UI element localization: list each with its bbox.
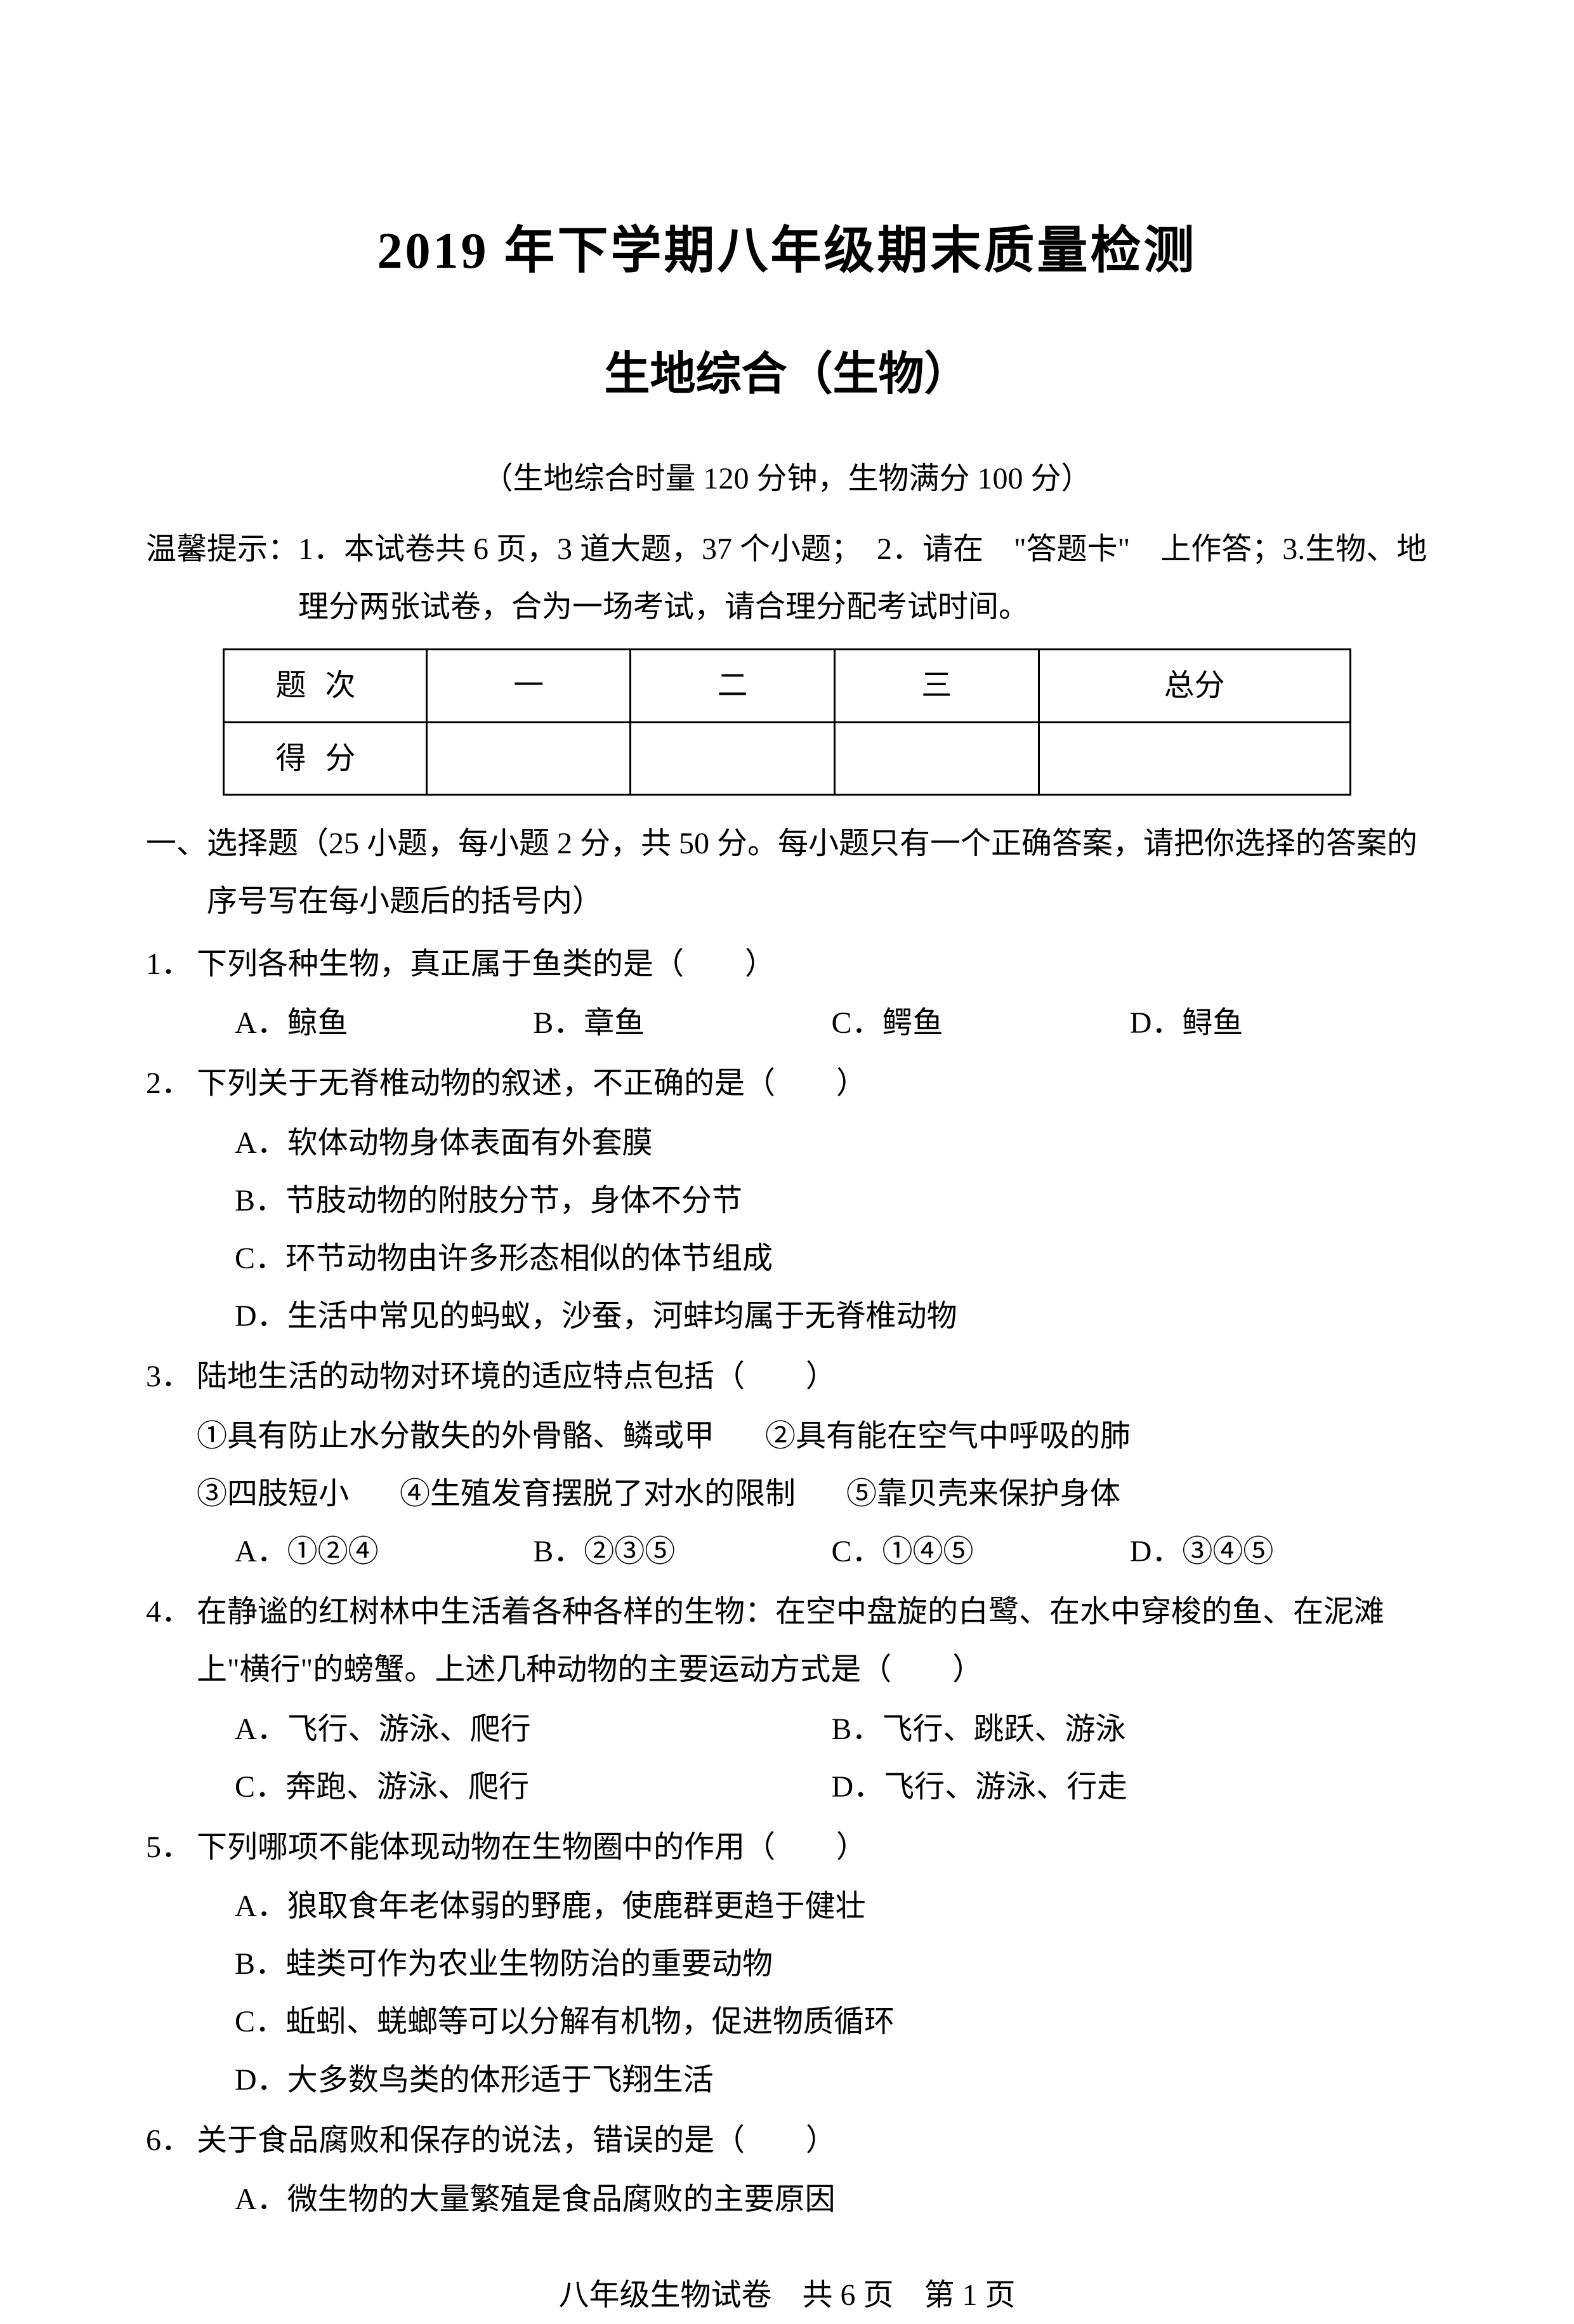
table-row: 题次 一 二 三 总分 xyxy=(224,650,1350,722)
option-c: C．奔跑、游泳、爬行 xyxy=(235,1758,832,1816)
option-c: C．环节动物由许多形态相似的体节组成 xyxy=(197,1230,1428,1287)
circled-item-2: ②具有能在空气中呼吸的肺 xyxy=(765,1407,1131,1465)
circled-item-4: ④生殖发育摆脱了对水的限制 xyxy=(400,1465,796,1523)
question-stem: 关于食品腐败和保存的说法，错误的是（ ） xyxy=(197,2111,1428,2169)
option-b: B．蛙类可作为农业生物防治的重要动物 xyxy=(197,1935,1428,1993)
options-row: A．鲸鱼 B．章鱼 C．鳄鱼 D．鲟鱼 xyxy=(197,994,1428,1052)
cell-row2-c1 xyxy=(426,722,631,794)
options-row: A．①②④ B．②③⑤ C．①④⑤ D．③④⑤ xyxy=(197,1523,1428,1580)
question-number: 3． xyxy=(146,1348,197,1580)
question-body: 下列哪项不能体现动物在生物圈中的作用（ ） A．狼取食年老体弱的野鹿，使鹿群更趋… xyxy=(197,1818,1428,2109)
option-d: D．飞行、游泳、行走 xyxy=(832,1758,1429,1816)
question-3: 3． 陆地生活的动物对环境的适应特点包括（ ） ①具有防止水分散失的外骨骼、鳞或… xyxy=(146,1348,1428,1580)
cell-row1-c3: 三 xyxy=(834,650,1039,722)
option-b: B．飞行、跳跃、游泳 xyxy=(832,1700,1429,1758)
question-body: 陆地生活的动物对环境的适应特点包括（ ） ①具有防止水分散失的外骨骼、鳞或甲 ②… xyxy=(197,1348,1428,1580)
tips-label: 温馨提示： xyxy=(146,520,298,636)
question-number: 1． xyxy=(146,935,197,1052)
option-b: B．章鱼 xyxy=(533,994,831,1052)
circled-item-1: ①具有防止水分散失的外骨骼、鳞或甲 xyxy=(197,1407,714,1465)
option-d: D．③④⑤ xyxy=(1130,1523,1428,1580)
option-a: A．微生物的大量繁殖是食品腐败的主要原因 xyxy=(197,2170,1428,2228)
question-number: 4． xyxy=(146,1583,197,1816)
options-row: A．飞行、游泳、爬行 B．飞行、跳跃、游泳 xyxy=(197,1700,1428,1758)
question-number: 6． xyxy=(146,2111,197,2228)
option-a: A．软体动物身体表面有外套膜 xyxy=(197,1114,1428,1172)
cell-row2-c2 xyxy=(631,722,835,794)
option-d: D．大多数鸟类的体形适于飞翔生活 xyxy=(197,2051,1428,2109)
option-a: A．①②④ xyxy=(235,1523,533,1580)
page-main-title: 2019 年下学期八年级期末质量检测 xyxy=(146,203,1428,299)
question-number: 5． xyxy=(146,1818,197,2109)
question-body: 在静谧的红树林中生活着各种各样的生物：在空中盘旋的白鹭、在水中穿梭的鱼、在泥滩上… xyxy=(197,1583,1428,1816)
cell-row1-c4: 总分 xyxy=(1039,650,1350,722)
question-stem: 下列各种生物，真正属于鱼类的是（ ） xyxy=(197,935,1428,993)
question-4: 4． 在静谧的红树林中生活着各种各样的生物：在空中盘旋的白鹭、在水中穿梭的鱼、在… xyxy=(146,1583,1428,1816)
option-d: D．鲟鱼 xyxy=(1130,994,1428,1052)
option-c: C．鳄鱼 xyxy=(832,994,1130,1052)
cell-row2-c3 xyxy=(834,722,1039,794)
section-num: 一、 xyxy=(146,815,207,930)
question-6: 6． 关于食品腐败和保存的说法，错误的是（ ） A．微生物的大量繁殖是食品腐败的… xyxy=(146,2111,1428,2228)
question-stem: 在静谧的红树林中生活着各种各样的生物：在空中盘旋的白鹭、在水中穿梭的鱼、在泥滩上… xyxy=(197,1583,1428,1698)
cell-row1-c2: 二 xyxy=(631,650,835,722)
table-row: 得分 xyxy=(224,722,1350,794)
exam-tips: 温馨提示： 1．本试卷共 6 页，3 道大题，37 个小题； 2．请在 "答题卡… xyxy=(146,520,1428,636)
score-table: 题次 一 二 三 总分 得分 xyxy=(223,648,1351,795)
question-1: 1． 下列各种生物，真正属于鱼类的是（ ） A．鲸鱼 B．章鱼 C．鳄鱼 D．鲟… xyxy=(146,935,1428,1052)
question-stem: 下列哪项不能体现动物在生物圈中的作用（ ） xyxy=(197,1818,1428,1876)
tips-content: 1．本试卷共 6 页，3 道大题，37 个小题； 2．请在 "答题卡" 上作答；… xyxy=(298,520,1428,636)
circled-items-row2: ③四肢短小 ④生殖发育摆脱了对水的限制 ⑤靠贝壳来保护身体 xyxy=(197,1465,1428,1523)
question-stem: 陆地生活的动物对环境的适应特点包括（ ） xyxy=(197,1348,1428,1405)
question-body: 关于食品腐败和保存的说法，错误的是（ ） A．微生物的大量繁殖是食品腐败的主要原… xyxy=(197,2111,1428,2228)
cell-row2-c4 xyxy=(1039,722,1350,794)
option-b: B．节肢动物的附肢分节，身体不分节 xyxy=(197,1172,1428,1230)
question-body: 下列关于无脊椎动物的叙述，不正确的是（ ） A．软体动物身体表面有外套膜 B．节… xyxy=(197,1054,1428,1345)
question-5: 5． 下列哪项不能体现动物在生物圈中的作用（ ） A．狼取食年老体弱的野鹿，使鹿… xyxy=(146,1818,1428,2109)
section-text: 选择题（25 小题，每小题 2 分，共 50 分。每小题只有一个正确答案，请把你… xyxy=(207,815,1428,930)
cell-row2-label: 得分 xyxy=(224,722,427,794)
question-body: 下列各种生物，真正属于鱼类的是（ ） A．鲸鱼 B．章鱼 C．鳄鱼 D．鲟鱼 xyxy=(197,935,1428,1052)
circled-item-5: ⑤靠贝壳来保护身体 xyxy=(846,1465,1120,1523)
exam-duration: （生地综合时量 120 分钟，生物满分 100 分） xyxy=(146,450,1428,508)
option-a: A．狼取食年老体弱的野鹿，使鹿群更趋于健壮 xyxy=(197,1877,1428,1935)
option-a: A．鲸鱼 xyxy=(235,994,533,1052)
page-footer: 八年级生物试卷 共 6 页 第 1 页 xyxy=(146,2266,1428,2324)
question-number: 2． xyxy=(146,1054,197,1345)
option-b: B．②③⑤ xyxy=(533,1523,831,1580)
cell-row1-c1: 一 xyxy=(426,650,631,722)
cell-row1-label: 题次 xyxy=(224,650,427,722)
option-a: A．飞行、游泳、爬行 xyxy=(235,1700,832,1758)
section-1-heading: 一、 选择题（25 小题，每小题 2 分，共 50 分。每小题只有一个正确答案，… xyxy=(146,815,1428,930)
question-2: 2． 下列关于无脊椎动物的叙述，不正确的是（ ） A．软体动物身体表面有外套膜 … xyxy=(146,1054,1428,1345)
page-sub-title: 生地综合（生物） xyxy=(146,331,1428,418)
circled-items-row1: ①具有防止水分散失的外骨骼、鳞或甲 ②具有能在空气中呼吸的肺 xyxy=(197,1407,1428,1465)
option-d: D．生活中常见的蚂蚁，沙蚕，河蚌均属于无脊椎动物 xyxy=(197,1287,1428,1345)
options-row: C．奔跑、游泳、爬行 D．飞行、游泳、行走 xyxy=(197,1758,1428,1816)
circled-item-3: ③四肢短小 xyxy=(197,1465,349,1523)
option-c: C．①④⑤ xyxy=(832,1523,1130,1580)
option-c: C．蚯蚓、蜣螂等可以分解有机物，促进物质循环 xyxy=(197,1993,1428,2051)
question-stem: 下列关于无脊椎动物的叙述，不正确的是（ ） xyxy=(197,1054,1428,1112)
